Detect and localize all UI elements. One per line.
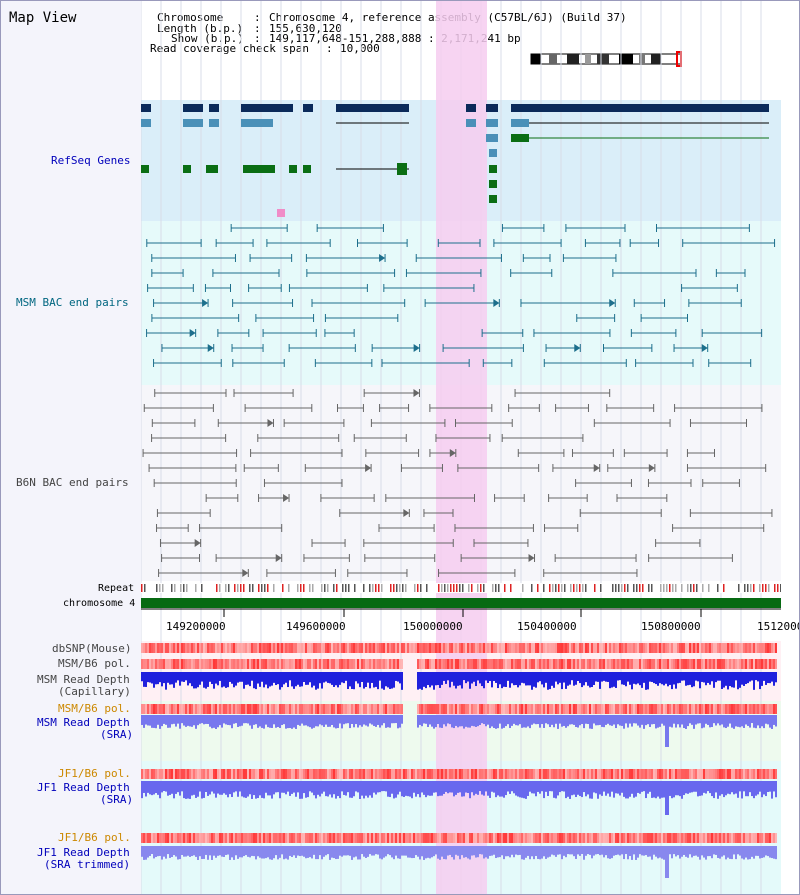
msm-bac-end-pairs[interactable] (146, 224, 776, 367)
track-label-chromosome: chromosome 4 (63, 598, 136, 609)
track-label-jf1-depth-trim-sub: (SRA trimmed) (44, 858, 131, 871)
repeat-track (141, 583, 781, 593)
info-colon: : (254, 11, 261, 24)
repeat-marks (141, 584, 781, 592)
info-length-key: Length (b.p.) (157, 22, 244, 35)
genome-map-plot[interactable] (141, 1, 781, 894)
info-coverage-key: Read coverage check span (150, 42, 309, 55)
track-label-msm-bac[interactable]: MSM BAC end pairs (16, 296, 129, 309)
axis-tick-label: 149600000 (286, 620, 346, 633)
track-label-column (1, 1, 141, 894)
chromosome-bar (141, 598, 781, 608)
track-label-dbsnp: dbSNP(Mouse) (52, 642, 132, 655)
track-label-msm-pol-2: MSM/B6 pol. (58, 702, 131, 715)
read-depth-tracks (141, 672, 777, 878)
info-length-value: 155,630,120 (269, 22, 342, 35)
info-chromosome-value: Chromosome 4, reference assembly (C57BL/… (269, 11, 627, 24)
track-label-jf1-depth-sra-sub: (SRA) (100, 793, 134, 806)
track-label-msm-depth-sra: MSM Read Depth (37, 716, 130, 729)
track-label-msm-depth-cap-sub: (Capillary) (58, 685, 131, 698)
track-label-msm-depth-sra-sub: (SRA) (100, 728, 134, 741)
info-coverage-value: 10,000 (340, 42, 380, 55)
axis-ticks (141, 608, 781, 617)
polymorphism-tracks (141, 643, 777, 843)
axis-tick-label: 150800000 (641, 620, 701, 633)
track-label-refseq[interactable]: RefSeq Genes (51, 154, 131, 167)
axis-tick-label: 150000000 (403, 620, 463, 633)
axis-tick-label: 1512000 (757, 620, 799, 633)
info-show-key: Show (b.p.) (171, 32, 244, 45)
highlight-region[interactable] (436, 1, 487, 894)
track-label-jf1-depth-trim: JF1 Read Depth (37, 846, 130, 859)
b6n-bac-end-pairs[interactable] (142, 389, 773, 577)
refseq-genes[interactable] (141, 104, 769, 217)
info-colon: : (254, 22, 261, 35)
track-label-repeat: Repeat (98, 583, 135, 594)
track-label-msm-depth-cap: MSM Read Depth (37, 673, 130, 686)
page-title: Map View (9, 10, 77, 26)
axis-tick-label: 149200000 (166, 620, 226, 633)
track-label-b6n-bac[interactable]: B6N BAC end pairs (16, 476, 129, 489)
info-colon: : (254, 32, 261, 45)
track-label-jf1-depth-sra: JF1 Read Depth (37, 781, 130, 794)
track-label-jf1-pol-2: JF1/B6 pol. (58, 831, 131, 844)
track-label-jf1-pol-1: JF1/B6 pol. (58, 767, 131, 780)
info-colon: : (326, 42, 333, 55)
info-chromosome-key: Chromosome (157, 11, 224, 24)
track-label-msm-pol-1: MSM/B6 pol. (58, 657, 131, 670)
axis-tick-label: 150400000 (517, 620, 577, 633)
chromosome-ideogram[interactable] (527, 51, 687, 67)
